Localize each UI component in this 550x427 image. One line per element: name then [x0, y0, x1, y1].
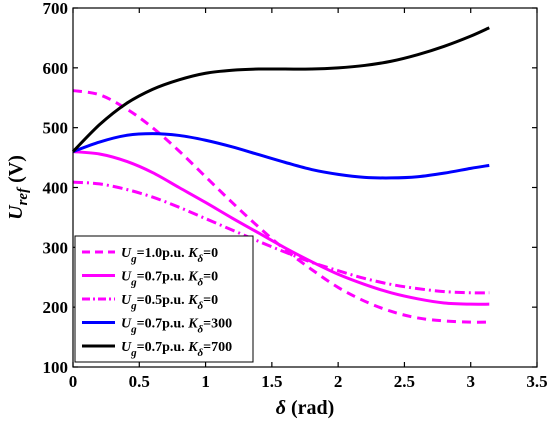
- legend-entry: Ug=0.7p.u. Kδ=700: [82, 340, 232, 359]
- legend-subscript: δ: [198, 324, 204, 336]
- x-axis-symbol: δ: [276, 397, 286, 419]
- legend-text-part: U: [121, 340, 132, 355]
- legend-text-part: K: [187, 246, 199, 261]
- x-tick-label: 0.5: [129, 372, 150, 391]
- legend-label: Ug=1.0p.u. Kδ=0: [121, 246, 218, 265]
- legend-subscript: δ: [198, 347, 204, 359]
- legend-text-part: K: [187, 293, 199, 308]
- legend-subscript: g: [130, 347, 137, 359]
- legend-subscript: δ: [198, 300, 204, 312]
- legend-text-part: =0.7p.u.: [137, 340, 189, 355]
- y-tick-label: 500: [43, 119, 69, 138]
- y-tick-label: 100: [43, 358, 69, 377]
- legend-text-part: =0.7p.u.: [137, 270, 189, 285]
- legend-entry: Ug=0.7p.u. Kδ=300: [82, 317, 232, 336]
- legend-subscript: δ: [198, 253, 204, 265]
- x-axis-label: δ (rad): [276, 397, 335, 419]
- x-tick-label: 3.5: [526, 372, 547, 391]
- ticks-layer: 0 0.5 1 1.5 2 2.5 3 3.5 100 200 300 400 500 600 700: [43, 0, 548, 391]
- series-line-3: [72, 180, 490, 295]
- legend-entry: Ug=1.0p.u. Kδ=0: [82, 246, 218, 265]
- y-tick-label: 300: [43, 238, 69, 257]
- legend-subscript: δ: [198, 277, 204, 289]
- legend-text-part: =0: [203, 246, 218, 261]
- x-tick-label: 0: [69, 372, 78, 391]
- legend-text-part: U: [121, 317, 132, 332]
- legend-entry: Ug=0.5p.u. Kδ=0: [82, 293, 218, 312]
- legend-text-part: U: [121, 270, 132, 285]
- legend-subscript: g: [130, 277, 137, 289]
- x-tick-label: 2: [334, 372, 343, 391]
- series-layer: [71, 26, 490, 324]
- x-tick-label: 2.5: [394, 372, 415, 391]
- y-axis-unit: (V): [5, 155, 27, 188]
- legend-text-part: =1.0p.u.: [137, 246, 189, 261]
- y-tick-label: 200: [43, 298, 69, 317]
- x-tick-label: 3: [466, 372, 475, 391]
- series-line-4: [72, 132, 490, 180]
- y-tick-label: 600: [43, 59, 69, 78]
- legend-label: Ug=0.5p.u. Kδ=0: [121, 293, 218, 312]
- series-line-5: [71, 26, 490, 153]
- legend-text-part: =0.5p.u.: [137, 293, 189, 308]
- y-axis-symbol: U: [5, 204, 27, 220]
- legend-items: Ug=1.0p.u. Kδ=0Ug=0.7p.u. Kδ=0Ug=0.5p.u.…: [82, 246, 232, 359]
- legend-text-part: =700: [203, 340, 232, 355]
- legend-text-part: =300: [203, 317, 232, 332]
- x-tick-label: 1.5: [261, 372, 282, 391]
- legend-text-part: K: [187, 317, 199, 332]
- legend-label: Ug=0.7p.u. Kδ=700: [121, 340, 232, 359]
- legend-text-part: =0.7p.u.: [137, 317, 189, 332]
- legend: Ug=1.0p.u. Kδ=0Ug=0.7p.u. Kδ=0Ug=0.5p.u.…: [74, 235, 254, 363]
- y-tick-label: 400: [43, 179, 69, 198]
- legend-entry: Ug=0.7p.u. Kδ=0: [82, 270, 218, 289]
- y-tick-label: 700: [43, 0, 69, 18]
- legend-text-part: K: [187, 340, 199, 355]
- series-line-1: [72, 89, 490, 324]
- legend-subscript: g: [130, 300, 137, 312]
- x-axis-unit: (rad): [286, 397, 334, 419]
- legend-label: Ug=0.7p.u. Kδ=300: [121, 317, 232, 336]
- legend-text-part: =0: [203, 270, 218, 285]
- y-axis-subscript: ref: [15, 186, 31, 205]
- legend-text-part: K: [187, 270, 199, 285]
- legend-subscript: g: [130, 253, 137, 265]
- y-axis-label: Uref (V): [5, 155, 31, 220]
- legend-text-part: U: [121, 246, 132, 261]
- x-tick-label: 1: [201, 372, 210, 391]
- series-line-2: [72, 150, 490, 306]
- legend-text-part: U: [121, 293, 132, 308]
- legend-subscript: g: [130, 324, 137, 336]
- legend-label: Ug=0.7p.u. Kδ=0: [121, 270, 218, 289]
- legend-text-part: =0: [203, 293, 218, 308]
